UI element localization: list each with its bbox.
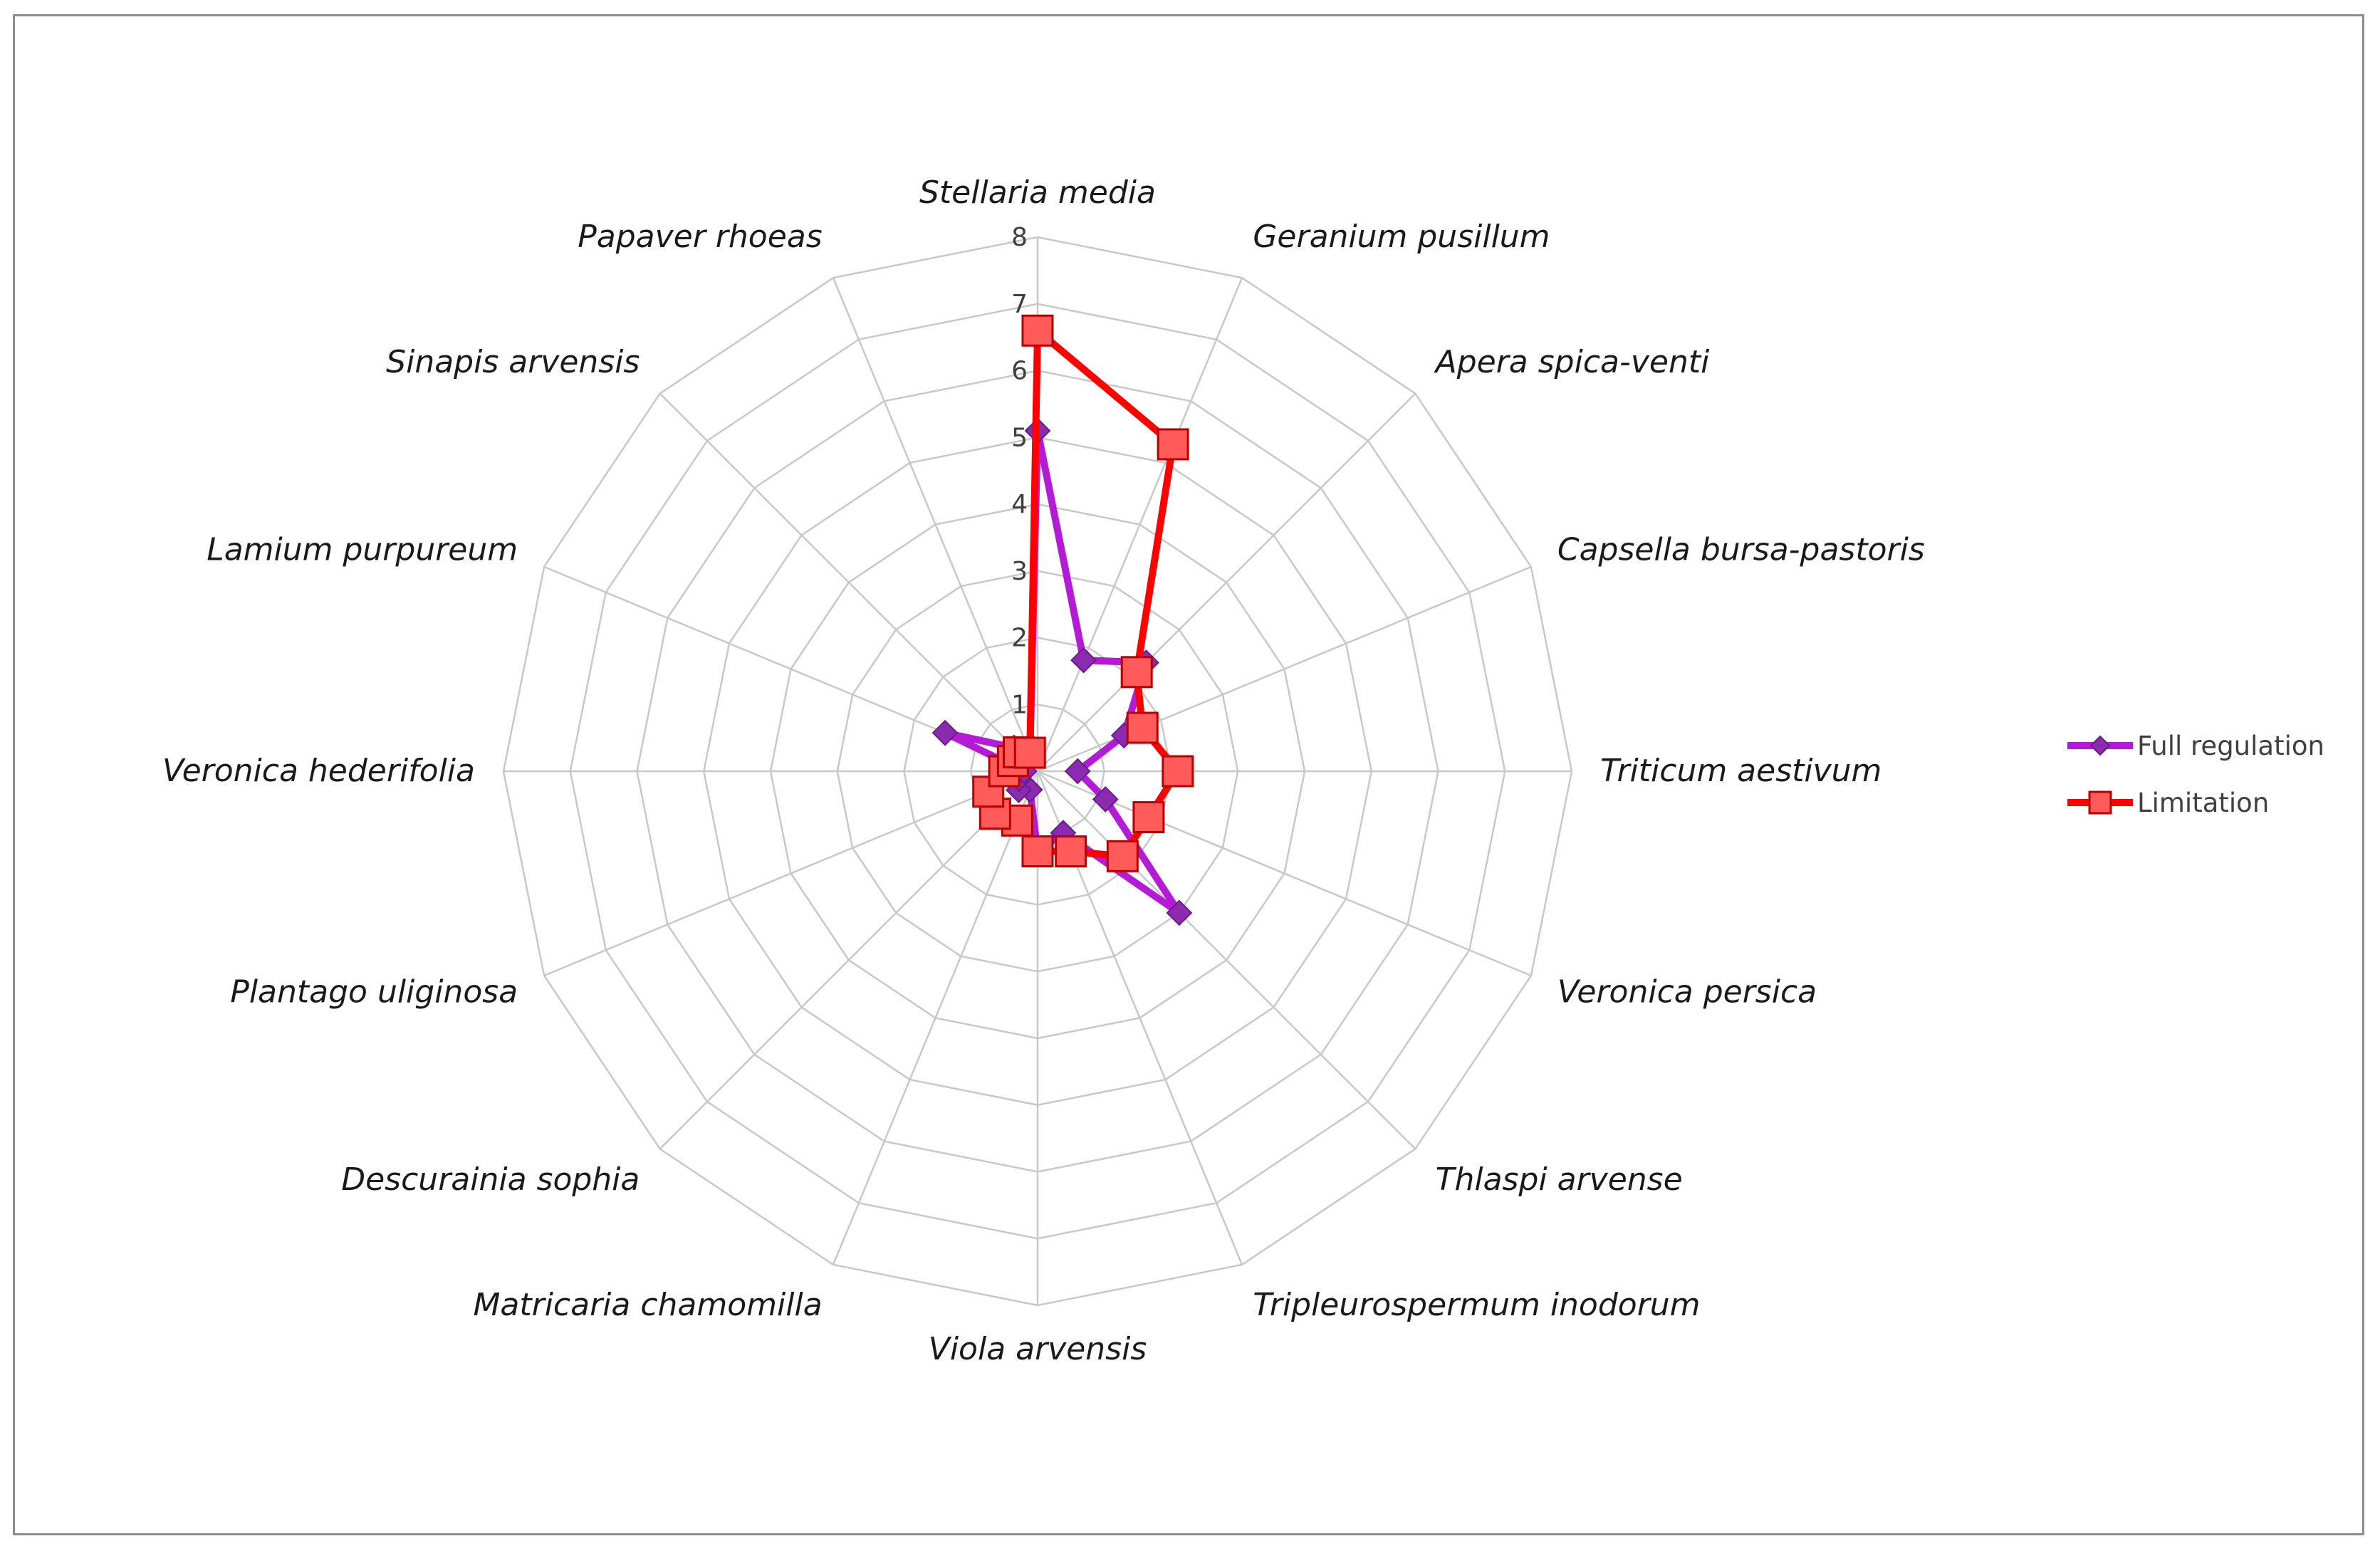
data-point bbox=[1064, 758, 1091, 785]
category-label: Thlaspi arvense bbox=[1436, 1161, 1683, 1198]
tick-label: 4 bbox=[1011, 490, 1028, 519]
grid-spoke bbox=[1036, 277, 1243, 772]
tick-label: 8 bbox=[1011, 223, 1028, 252]
series-group bbox=[972, 314, 1194, 872]
grid-spoke bbox=[659, 392, 1038, 772]
tick-label: 6 bbox=[1011, 357, 1028, 386]
data-point bbox=[1126, 711, 1159, 744]
category-label: Stellaria media bbox=[919, 174, 1156, 211]
legend-item: Full regulation bbox=[2067, 731, 2324, 761]
data-series bbox=[931, 314, 1194, 926]
tick-label: 2 bbox=[1011, 624, 1028, 653]
data-point bbox=[1055, 835, 1087, 868]
grid-spoke bbox=[543, 770, 1038, 977]
legend-label: Limitation bbox=[2137, 788, 2269, 818]
category-label: Lamium purpureum bbox=[207, 531, 518, 568]
data-point bbox=[1070, 647, 1097, 674]
grid-spoke bbox=[832, 277, 1039, 772]
category-label: Veronica hederifolia bbox=[162, 753, 475, 789]
category-label: Matricaria chamomilla bbox=[473, 1287, 822, 1323]
tick-label: 7 bbox=[1011, 290, 1028, 319]
grid-spoke bbox=[1037, 392, 1416, 772]
legend-marker bbox=[2088, 790, 2112, 815]
data-point bbox=[1120, 656, 1153, 689]
category-label: Sinapis arvensis bbox=[386, 344, 640, 380]
legend: Full regulation Limitation bbox=[2067, 731, 2324, 818]
grid-spoke bbox=[659, 771, 1038, 1150]
data-point bbox=[1021, 314, 1054, 347]
category-label: Papaver rhoeas bbox=[578, 219, 822, 255]
tick-label: 5 bbox=[1011, 423, 1028, 452]
legend-item: Limitation bbox=[2067, 788, 2269, 818]
category-label: Tripleurospermum inodorum bbox=[1253, 1287, 1700, 1323]
data-point bbox=[931, 719, 959, 746]
data-point bbox=[1092, 786, 1119, 813]
radial-tick-labels: 012345678 bbox=[1011, 223, 1028, 786]
data-point bbox=[1106, 840, 1139, 872]
category-labels: Stellaria media Geranium pusillum Apera sp… bbox=[162, 174, 1925, 1367]
category-label: Capsella bursa-pastoris bbox=[1557, 531, 1925, 568]
data-point bbox=[1157, 428, 1189, 461]
legend-label: Full regulation bbox=[2137, 731, 2324, 761]
tick-label: 3 bbox=[1011, 557, 1028, 586]
category-label: Veronica persica bbox=[1557, 974, 1817, 1010]
category-label: Viola arvensis bbox=[929, 1331, 1147, 1367]
grid-spoke bbox=[1037, 770, 1532, 977]
data-point bbox=[1166, 899, 1193, 926]
tick-label: 1 bbox=[1011, 690, 1028, 719]
data-point bbox=[1021, 835, 1054, 867]
data-point bbox=[1013, 736, 1046, 769]
legend-marker bbox=[2089, 735, 2111, 756]
category-label: Plantago uliginosa bbox=[230, 974, 518, 1010]
data-point bbox=[1162, 755, 1194, 788]
category-label: Triticum aestivum bbox=[1600, 753, 1881, 789]
category-label: Descurainia sophia bbox=[341, 1161, 640, 1198]
category-label: Apera spica-venti bbox=[1434, 344, 1710, 380]
category-label: Geranium pusillum bbox=[1253, 219, 1550, 255]
data-point bbox=[1132, 801, 1165, 834]
grid-spoke bbox=[832, 771, 1039, 1265]
grid-spoke bbox=[1037, 771, 1416, 1150]
